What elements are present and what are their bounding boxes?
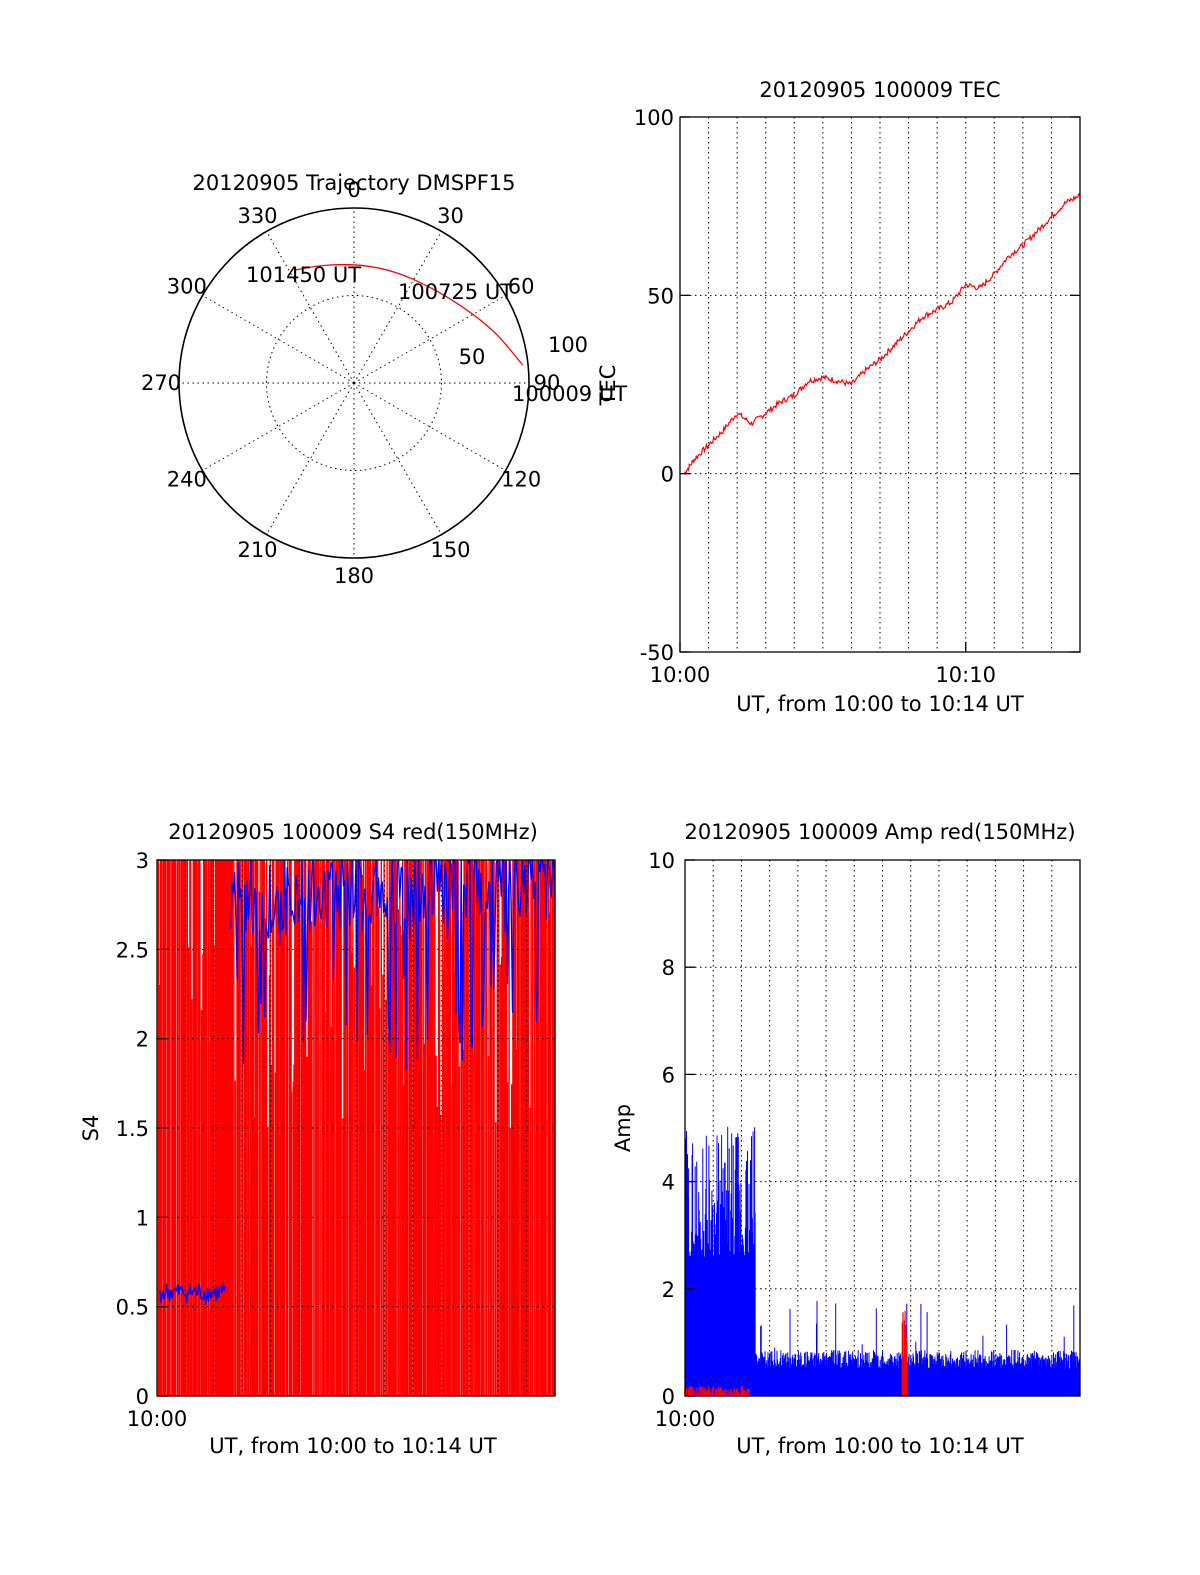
polar-ring (266, 295, 442, 471)
tec-series (683, 192, 1081, 476)
tec-grid (680, 116, 1080, 653)
tec-ylabel: TEC (596, 365, 620, 407)
trajectory-polar-chart: 20120905 Trajectory DMSPF15 0 30 60 90 120 15… (141, 171, 627, 588)
polar-spoke (353, 231, 442, 384)
polar-grid (178, 207, 530, 559)
amp-bar-chart: 20120905 100009 Amp red(150MHz) 0 2 4 6 8 10 1… (611, 820, 1081, 1458)
tec-x-tick-label: 10:00 (650, 663, 711, 687)
tec-y-tick-label: 100 (634, 106, 674, 130)
trajectory-time-label: 100009 UT (512, 382, 627, 406)
polar-radial-label: 50 (459, 345, 486, 369)
polar-annotations: 100009 UT 100725 UT 101450 UT (246, 263, 627, 406)
s4-blue-line-high (230, 859, 556, 1070)
s4-bar-chart: 20120905 100009 S4 red(150MHz) 0 0.5 1 1.5 2… (79, 820, 556, 1458)
amp-y-tick-label: 6 (662, 1063, 675, 1087)
amp-xlabel: UT, from 10:00 to 10:14 UT (736, 1434, 1024, 1458)
polar-angle-label: 210 (237, 538, 277, 562)
polar-angle-label: 300 (167, 275, 207, 299)
s4-y-tick-label: 1.5 (116, 1117, 149, 1141)
polar-spoke (353, 295, 506, 384)
s4-xlabel: UT, from 10:00 to 10:14 UT (209, 1434, 497, 1458)
polar-spoke (266, 231, 355, 384)
s4-y-tick-label: 1 (136, 1206, 149, 1230)
polar-spoke (353, 382, 442, 535)
s4-y-tick-label: 2 (136, 1028, 149, 1052)
trajectory-time-label: 101450 UT (246, 263, 361, 287)
polar-angle-labels: 0 30 60 90 120 150 180 210 240 270 300 330 50 100 (141, 178, 588, 588)
s4-y-tick-label: 0 (136, 1385, 149, 1409)
tec-x-tick-label: 10:10 (935, 663, 996, 687)
amp-x-tick-label: 10:00 (655, 1407, 716, 1431)
tec-plot-frame (679, 116, 1081, 653)
trajectory-time-label: 100725 UT (398, 280, 513, 304)
polar-angle-label: 270 (141, 371, 181, 395)
polar-spoke (353, 382, 506, 471)
s4-x-tick-label: 10:00 (127, 1407, 188, 1431)
polar-angle-label: 60 (508, 275, 535, 299)
amp-y-tick-label: 8 (662, 956, 675, 980)
amp-series (684, 1126, 1081, 1396)
polar-spoke (202, 382, 355, 471)
polar-angle-label: 330 (237, 204, 277, 228)
polar-angle-label: 0 (347, 178, 360, 202)
tec-ticks: -50 0 50 100 10:00 10:10 (634, 106, 1080, 687)
polar-angle-label: 30 (437, 204, 464, 228)
polar-outer-circle (178, 207, 530, 559)
tec-y-tick-label: 50 (647, 284, 674, 308)
polar-angle-label: 240 (167, 468, 207, 492)
tec-y-tick-label: 0 (661, 463, 674, 487)
s4-ticks: 0 0.5 1 1.5 2 2.5 3 10:00 (116, 849, 188, 1431)
amp-ylabel: Amp (611, 1104, 635, 1152)
s4-title: 20120905 100009 S4 red(150MHz) (168, 820, 538, 844)
trajectory-line (293, 263, 524, 366)
s4-y-tick-label: 0.5 (116, 1296, 149, 1320)
tec-title: 20120905 100009 TEC (759, 78, 1000, 102)
s4-blue-line-low (159, 1282, 226, 1306)
polar-angle-label: 120 (501, 468, 541, 492)
tec-xlabel: UT, from 10:00 to 10:14 UT (736, 692, 1024, 716)
polar-angle-label: 150 (430, 538, 470, 562)
s4-y-tick-label: 3 (136, 849, 149, 873)
tec-line (683, 192, 1081, 476)
polar-spoke (202, 295, 355, 384)
polar-angle-label: 180 (334, 564, 374, 588)
amp-y-tick-label: 10 (648, 849, 675, 873)
polar-radial-label: 100 (548, 333, 588, 357)
amp-y-tick-label: 2 (662, 1278, 675, 1302)
polar-trajectory (293, 263, 524, 366)
s4-ylabel: S4 (79, 1115, 103, 1142)
amp-y-tick-label: 0 (662, 1385, 675, 1409)
tec-y-tick-label: -50 (640, 641, 674, 665)
polar-spoke (266, 382, 355, 535)
amp-title: 20120905 100009 Amp red(150MHz) (684, 820, 1075, 844)
amp-ticks: 0 2 4 6 8 10 10:00 (648, 849, 715, 1431)
polar-angle-label: 90 (534, 371, 561, 395)
amp-plot-frame (684, 859, 1081, 1397)
polar-title: 20120905 Trajectory DMSPF15 (192, 171, 515, 195)
s4-y-tick-label: 2.5 (116, 938, 149, 962)
amp-y-tick-label: 4 (662, 1171, 675, 1195)
